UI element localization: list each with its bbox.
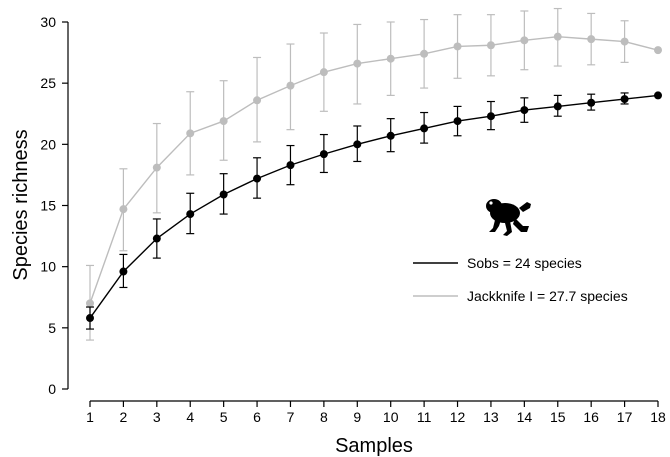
x-axis-title: Samples — [335, 435, 413, 457]
data-point-sobs — [486, 112, 495, 121]
y-tick-label: 5 — [48, 320, 56, 336]
data-point-sobs — [587, 98, 596, 107]
data-point-sobs — [319, 150, 328, 159]
data-point-jackknife — [654, 46, 662, 55]
x-tick-label: 1 — [86, 409, 94, 425]
x-tick-label: 5 — [220, 409, 228, 425]
series-line-sobs — [89, 94, 659, 319]
data-point-sobs — [553, 102, 562, 111]
series-jackknife — [86, 7, 662, 341]
series-line-jackknife — [89, 35, 659, 304]
data-point-sobs — [386, 131, 395, 140]
data-point-jackknife — [152, 163, 161, 172]
data-point-sobs — [152, 234, 161, 243]
x-tick-label: 2 — [120, 409, 128, 425]
data-point-sobs — [620, 95, 629, 104]
data-point-jackknife — [186, 129, 195, 138]
x-tick-label: 17 — [617, 409, 633, 425]
data-point-sobs — [353, 140, 362, 149]
data-point-jackknife — [553, 32, 562, 41]
x-tick-label: 12 — [450, 409, 466, 425]
legend-label-jackknife: Jackknife I = 27.7 species — [467, 288, 628, 304]
x-tick-label: 3 — [153, 409, 161, 425]
data-point-jackknife — [620, 37, 629, 46]
x-tick-label: 13 — [483, 409, 499, 425]
data-point-sobs — [86, 314, 94, 323]
x-tick-label: 7 — [287, 409, 295, 425]
x-tick-label: 14 — [517, 409, 533, 425]
data-point-jackknife — [86, 299, 94, 308]
plot-area — [86, 7, 662, 341]
data-point-sobs — [186, 210, 195, 219]
x-tick-label: 8 — [320, 409, 328, 425]
x-tick-label: 10 — [383, 409, 399, 425]
data-point-jackknife — [353, 59, 362, 68]
y-axis-title: Species richness — [10, 129, 32, 280]
data-point-sobs — [253, 174, 262, 183]
y-tick-label: 15 — [40, 198, 56, 214]
data-point-sobs — [286, 161, 295, 170]
data-point-jackknife — [219, 117, 228, 126]
data-point-sobs — [119, 267, 128, 276]
legend-label-sobs: Sobs = 24 species — [467, 255, 582, 271]
data-point-jackknife — [587, 35, 596, 44]
y-ticks: 0 5 10 15 20 25 30 — [40, 14, 68, 397]
data-point-jackknife — [319, 68, 328, 77]
data-point-jackknife — [119, 205, 128, 214]
series-sobs — [86, 91, 662, 330]
data-point-jackknife — [253, 96, 262, 105]
x-tick-label: 18 — [650, 409, 666, 425]
y-tick-label: 20 — [40, 136, 56, 152]
x-tick-label: 6 — [253, 409, 261, 425]
y-tick-label: 10 — [40, 259, 56, 275]
y-tick-label: 0 — [48, 381, 56, 397]
data-point-sobs — [453, 117, 462, 126]
x-tick-label: 11 — [417, 409, 432, 425]
x-ticks: 1 2 3 4 5 6 7 8 9 10 11 12 13 14 15 16 17 18 — [86, 401, 666, 425]
legend: Sobs = 24 species Jackknife I = 27.7 spe… — [413, 199, 628, 304]
data-point-sobs — [654, 91, 662, 100]
data-point-sobs — [219, 190, 228, 199]
y-tick-label: 25 — [40, 75, 56, 91]
data-point-sobs — [420, 124, 429, 133]
data-point-jackknife — [520, 36, 529, 45]
data-point-sobs — [520, 106, 529, 115]
data-point-jackknife — [286, 81, 295, 90]
x-tick-label: 15 — [550, 409, 566, 425]
x-tick-label: 4 — [186, 409, 194, 425]
data-point-jackknife — [453, 42, 462, 51]
data-point-jackknife — [486, 41, 495, 50]
data-point-jackknife — [386, 54, 395, 63]
data-point-jackknife — [420, 49, 429, 58]
frog-icon — [486, 199, 531, 236]
x-tick-label: 9 — [353, 409, 361, 425]
x-tick-label: 16 — [583, 409, 599, 425]
y-tick-label: 30 — [40, 14, 56, 30]
